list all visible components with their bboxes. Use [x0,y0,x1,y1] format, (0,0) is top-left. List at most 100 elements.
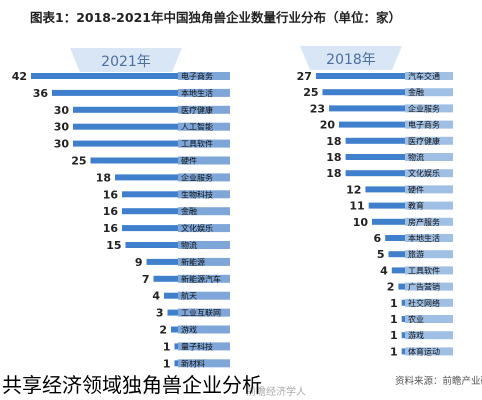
panel-header [300,46,402,70]
category-label: 旅游 [408,249,424,259]
category-label: 新材料 [181,358,205,368]
category-box [405,298,453,307]
bar [174,360,178,367]
category-label: 企业服务 [181,172,213,182]
category-label: 量子科技 [181,341,213,351]
value-label: 5 [377,248,385,261]
bar [401,299,405,306]
bar [401,332,405,339]
value-label: 23 [310,102,325,115]
category-box [178,72,230,80]
category-label: 文化娱乐 [181,223,213,233]
value-label: 16 [103,188,119,201]
category-label: 生物科技 [181,189,213,199]
source-note: 资料来源：前瞻产业研究院 [395,375,482,387]
category-label: 物流 [181,240,197,250]
bar [368,202,405,209]
value-label: 18 [326,135,341,148]
bar [125,242,178,248]
category-box [405,169,453,178]
category-box [178,105,230,114]
value-label: 16 [103,205,119,218]
category-label: 人工智能 [181,122,213,132]
bar [345,170,405,177]
category-box [405,234,453,242]
category-box [178,291,230,300]
value-label: 18 [96,171,111,184]
bar [167,309,178,316]
category-label: 电子商务 [181,71,213,81]
category-label: 医疗健康 [181,105,213,115]
category-box [178,241,230,249]
category-box [178,274,230,283]
category-label: 游戏 [181,325,197,335]
bar [365,186,405,193]
value-label: 18 [326,151,341,164]
category-label: 体育运动 [408,346,440,356]
bar [122,208,178,215]
category-label: 工具软件 [181,139,213,149]
bar [345,154,405,160]
value-label: 15 [106,239,121,252]
category-box [178,308,230,317]
category-label: 汽车交通 [408,71,440,81]
value-label: 42 [12,70,27,83]
value-label: 3 [156,307,164,320]
category-label: 医疗健康 [408,136,440,146]
bar [73,140,178,147]
bar [322,89,405,96]
category-label: 社交网络 [408,298,440,308]
category-label: 工业互联网 [181,308,221,318]
chart-title: 图表1：2018-2021年中国独角兽企业数量行业分布（单位：家） [30,10,401,25]
category-box [178,173,230,182]
category-label: 航天 [181,291,197,301]
bar [146,258,178,265]
category-label: 金融 [181,206,197,216]
bar [52,89,178,96]
category-box [178,88,230,97]
value-label: 2 [159,324,167,337]
category-label: 本地生活 [408,233,440,243]
category-box [405,347,453,356]
category-label: 新能源汽车 [181,274,221,284]
category-box [178,359,230,368]
category-box [405,120,453,129]
category-box [178,207,230,216]
category-box [405,315,453,323]
value-label: 1 [390,345,398,358]
value-label: 1 [390,313,398,326]
value-label: 4 [152,290,160,303]
value-label: 16 [103,222,119,235]
bar [398,283,405,290]
value-label: 30 [54,138,70,151]
category-box [178,342,230,351]
category-box [178,139,230,148]
value-label: 6 [374,232,382,245]
bar [164,292,178,299]
bar [73,123,178,130]
category-label: 企业服务 [408,103,440,113]
panel-header [70,48,182,72]
value-label: 25 [71,155,86,168]
category-box [405,282,453,291]
category-label: 游戏 [408,330,424,340]
bar [171,326,178,333]
category-box [405,185,453,194]
value-label: 30 [54,121,70,134]
category-box [178,224,230,233]
category-label: 房产服务 [408,217,440,227]
bar [31,73,178,79]
panel-label: 2021年 [101,54,151,70]
value-label: 25 [303,86,318,99]
value-label: 1 [390,329,398,342]
category-label: 本地生活 [181,88,213,98]
value-label: 30 [54,104,70,117]
value-label: 7 [142,273,150,286]
bar [372,218,405,225]
bar [122,225,178,232]
value-label: 9 [135,256,143,269]
category-box [178,257,230,266]
category-label: 硬件 [181,156,197,166]
bar [329,105,405,112]
bar [122,191,178,198]
